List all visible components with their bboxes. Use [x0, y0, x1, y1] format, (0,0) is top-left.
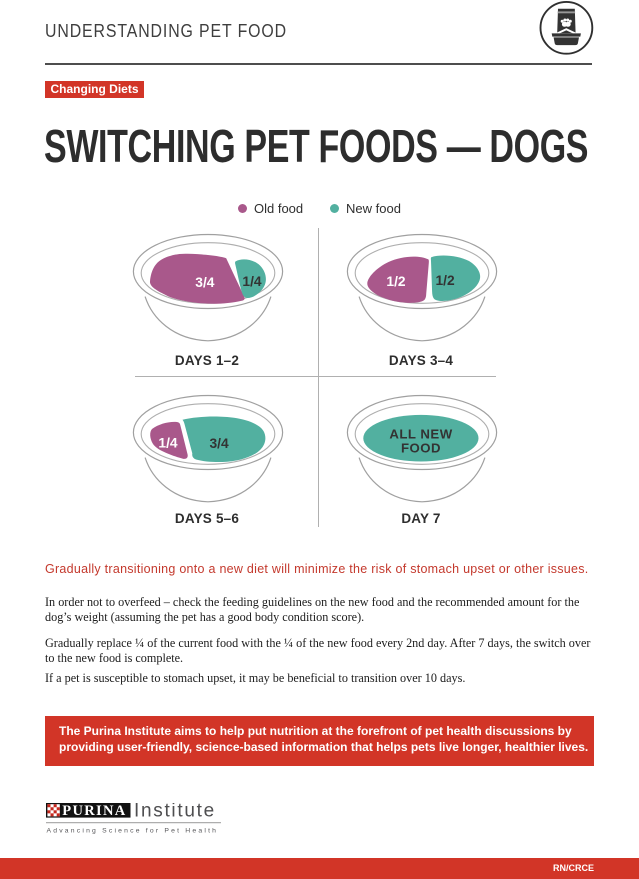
svg-text:FOOD: FOOD [400, 440, 440, 455]
svg-text:1/2: 1/2 [386, 274, 406, 289]
svg-text:1/2: 1/2 [435, 273, 455, 288]
svg-text:PURINA: PURINA [62, 803, 126, 819]
svg-text:Institute: Institute [134, 803, 216, 822]
svg-text:1/4: 1/4 [242, 274, 262, 289]
svg-text:3/4: 3/4 [195, 275, 215, 290]
svg-text:ALL NEW: ALL NEW [389, 426, 452, 441]
svg-text:1/4: 1/4 [158, 435, 178, 450]
svg-text:Advancing Science for Pet Heal: Advancing Science for Pet Health [47, 828, 219, 835]
svg-text:3/4: 3/4 [209, 436, 229, 451]
